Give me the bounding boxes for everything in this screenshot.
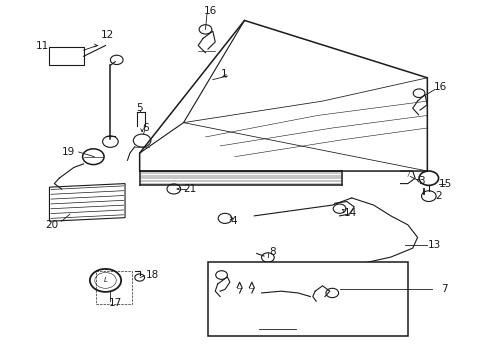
Text: 8: 8: [269, 247, 276, 257]
Text: 18: 18: [146, 270, 159, 280]
Text: 13: 13: [427, 239, 440, 249]
Text: 9: 9: [230, 273, 237, 283]
Text: 2: 2: [434, 191, 441, 201]
Text: 15: 15: [438, 179, 451, 189]
Text: 10: 10: [286, 326, 299, 336]
Text: 4: 4: [230, 216, 237, 226]
Text: 3: 3: [417, 176, 424, 186]
Bar: [49, 47, 83, 65]
Text: 16: 16: [203, 6, 217, 16]
Text: 14: 14: [344, 208, 357, 218]
Bar: [207, 262, 407, 336]
Bar: [96, 271, 132, 304]
Text: 6: 6: [142, 123, 149, 133]
Text: 20: 20: [45, 220, 59, 230]
Text: 19: 19: [61, 147, 75, 157]
Text: 17: 17: [108, 298, 122, 308]
Text: 7: 7: [440, 284, 447, 294]
Text: 21: 21: [183, 184, 196, 194]
Text: 5: 5: [136, 103, 142, 113]
Text: 12: 12: [100, 30, 113, 40]
Text: L: L: [103, 278, 107, 283]
Text: 1: 1: [220, 69, 227, 79]
Text: 11: 11: [36, 41, 49, 50]
Text: 16: 16: [433, 82, 446, 93]
